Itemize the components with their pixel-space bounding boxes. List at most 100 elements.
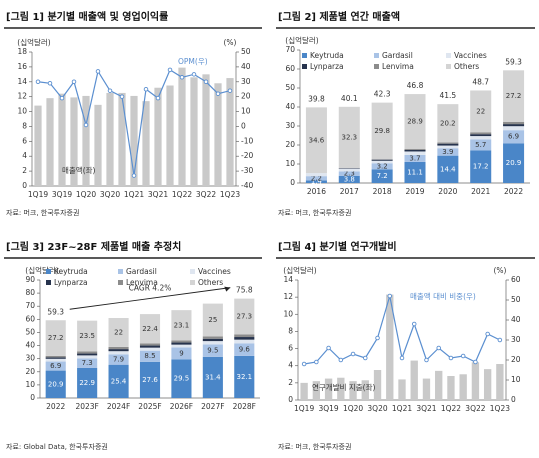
bar-segment [202,336,223,339]
total-label: 59.3 [47,307,64,316]
total-label: 42.3 [374,90,391,99]
x-tick-label: 3Q19 [52,190,72,199]
y-tick-label: 14 [17,77,27,86]
bar-segment [45,355,66,358]
bar-segment [45,370,66,398]
y-tick-label: 20 [25,367,35,376]
legend-label: Keytruda [54,267,88,276]
bar-segment [202,338,223,342]
source-note: 자료: Global Data, 한국투자증권 [6,442,108,451]
bar [46,98,54,186]
bar [34,105,42,186]
value-label: 9.5 [207,347,218,355]
bar-segment [234,298,255,335]
bar [82,95,90,186]
legend-swatch [374,53,379,58]
x-tick-label: 2016 [307,187,326,196]
legend-swatch [46,280,51,285]
bar-segment [470,139,492,151]
y2-tick-label: 0 [241,121,246,130]
bar [312,381,321,400]
bar-segment [139,347,161,351]
value-label: 9.6 [239,346,251,354]
cagr-arrow [69,287,231,310]
bar-segment [171,340,192,343]
bar-segment [108,318,129,347]
total-label: 48.7 [472,77,489,86]
bar [373,370,382,400]
value-label: 29.5 [174,375,190,383]
line-marker [71,79,77,85]
x-tick-label: 2022 [504,187,523,196]
y-tick-label: 70 [285,45,295,54]
line-marker [35,79,41,85]
bar-segment [470,134,492,137]
x-tick-label: 1Q19 [294,404,314,413]
line-marker [387,293,393,299]
y2-tick-label: 40 [241,62,251,71]
line-marker [448,355,454,361]
series-label: OPM(우) [178,57,208,66]
x-tick-label: 3Q21 [148,190,168,199]
y2-tick-label: 20 [241,92,251,101]
x-tick-label: 3Q21 [416,404,436,413]
bar-segment [234,343,255,356]
bar-segment [45,358,66,362]
y2-tick-label: 10 [241,107,251,116]
bar-segment [305,173,327,177]
source-note: 자료: 머크, 한국투자증권 [6,208,79,217]
legend-swatch [118,280,123,285]
bar-segment [404,161,426,183]
legend-swatch [190,280,195,285]
line-marker [95,69,101,74]
y-tick-label: 0 [288,395,293,404]
line-marker [143,86,149,92]
bar [410,360,418,400]
value-label: 28.9 [407,118,423,126]
value-label: 3.7 [409,154,420,162]
line-marker [227,88,233,93]
value-label: 7.9 [113,356,124,364]
x-tick-label: 1Q23 [220,190,240,199]
bar-segment [234,339,255,344]
y2-tick-label: 50 [241,47,251,56]
value-label: 27.3 [236,313,252,321]
total-label: 40.1 [341,94,358,103]
value-label: 23.1 [174,321,190,329]
value-label: 20.2 [440,119,456,127]
line-marker [363,355,368,361]
bar-segment [338,168,360,169]
line-marker [497,337,503,343]
legend-label: Lynparza [54,278,88,287]
bar [435,370,443,400]
y-axis-unit: (십억달러) [285,36,319,45]
value-label: 11.1 [407,168,423,176]
bar [106,92,114,186]
bar [459,374,467,400]
y-tick-label: 90 [25,275,35,284]
line-marker [203,79,209,85]
value-label: 5.7 [475,141,486,149]
legend-label: Vaccines [454,51,487,60]
y-tick-label: 12 [17,92,27,101]
value-label: 1.4 [311,178,323,186]
x-tick-label: 2028F [233,402,256,411]
bar-segment [171,359,192,398]
x-tick-label: 3Q19 [318,404,338,413]
x-tick-label: 3Q20 [367,404,387,413]
bar-segment [77,320,98,352]
legend-label: Vaccines [198,267,231,276]
bar-segment [108,364,129,398]
series-label: 연구개발비 지출(좌) [312,382,376,392]
value-label: 20.9 [506,159,522,167]
chart-title: [그림 3] 23F~28F 제품별 매출 추정치 [6,240,181,253]
y2-tick-label: 10 [511,375,521,384]
line-marker [424,357,429,363]
line-marker [167,67,173,73]
bar [58,93,66,186]
bar-segment [338,106,360,169]
series-label: 매출액(좌) [62,165,96,175]
x-tick-label: 1Q21 [124,190,144,199]
bar [130,95,138,186]
bar-segment [503,126,525,131]
